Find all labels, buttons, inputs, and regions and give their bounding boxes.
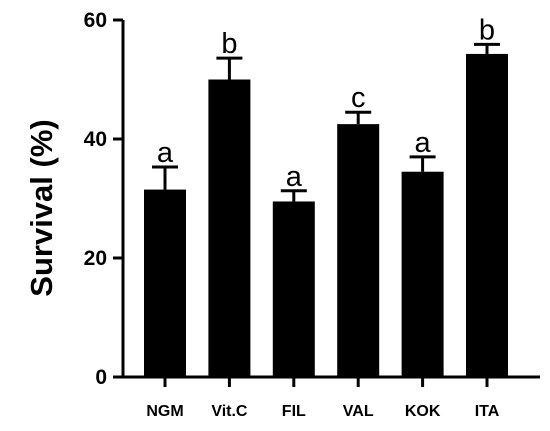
y-tick-label: 60 (84, 9, 107, 32)
significance-letter: c (351, 82, 366, 114)
bar (337, 124, 380, 377)
bar (208, 79, 251, 377)
x-tick-label: ITA (475, 403, 500, 420)
significance-letters: a b a c a b (157, 14, 495, 192)
x-tick-label: KOK (405, 403, 441, 420)
error-bars (152, 42, 500, 202)
x-axis: NGM Vit.C FIL VAL KOK ITA (121, 375, 540, 420)
x-tick-label: Vit.C (211, 403, 248, 420)
y-tick-label: 0 (95, 366, 107, 389)
bar (401, 171, 444, 377)
bar (272, 201, 315, 377)
x-tick-label: NGM (146, 403, 183, 420)
significance-letter: a (286, 161, 303, 193)
significance-letter: a (157, 137, 174, 169)
bar (144, 189, 186, 377)
significance-letter: a (415, 127, 432, 159)
x-tick-label: FIL (282, 403, 306, 420)
y-axis-label: Survival (%) (24, 119, 59, 296)
x-tick-label: VAL (343, 403, 374, 420)
bars (144, 53, 508, 377)
significance-letter: b (479, 14, 495, 46)
y-tick-label: 40 (84, 128, 107, 151)
bar (466, 53, 508, 377)
significance-letter: b (221, 28, 237, 60)
y-tick-label: 20 (84, 247, 107, 270)
y-axis: 0 20 40 60 (84, 9, 125, 389)
